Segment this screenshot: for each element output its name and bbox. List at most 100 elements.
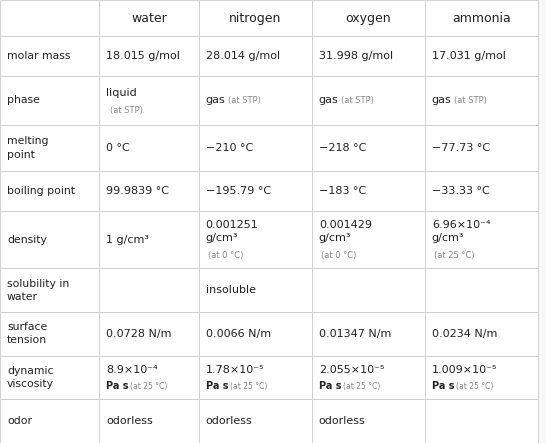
Bar [312,36,425,76]
Bar [425,356,538,399]
Text: (at 0 °C): (at 0 °C) [207,251,243,260]
Bar [0,0,99,36]
Text: Pa s: Pa s [206,381,228,391]
Text: −33.33 °C: −33.33 °C [432,186,490,196]
Text: boiling point: boiling point [7,186,75,196]
Text: (at 25 °C): (at 25 °C) [456,382,493,391]
Bar [99,76,199,124]
Text: 0.0728 N/m: 0.0728 N/m [106,329,172,339]
Bar [312,76,425,124]
Bar [425,268,538,312]
Text: 1 g/cm³: 1 g/cm³ [106,235,150,245]
Text: −77.73 °C: −77.73 °C [432,143,490,153]
Text: gas: gas [432,95,452,105]
Bar [0,268,99,312]
Text: oxygen: oxygen [346,12,391,25]
Bar [0,171,99,211]
Bar [199,0,312,36]
Text: gas: gas [319,95,339,105]
Text: 0 °C: 0 °C [106,143,130,153]
Bar [99,268,199,312]
Bar [425,76,538,124]
Bar [425,0,538,36]
Text: 1.78×10⁻⁵: 1.78×10⁻⁵ [206,365,264,375]
Text: 8.9×10⁻⁴: 8.9×10⁻⁴ [106,365,158,375]
Text: 28.014 g/mol: 28.014 g/mol [206,51,280,61]
Bar [312,268,425,312]
Text: 31.998 g/mol: 31.998 g/mol [319,51,393,61]
Bar [99,312,199,356]
Bar [312,211,425,268]
Text: density: density [7,235,47,245]
Bar [425,312,538,356]
Bar [199,268,312,312]
Bar [0,399,99,443]
Text: 0.001429: 0.001429 [319,220,372,229]
Bar [199,312,312,356]
Text: g/cm³: g/cm³ [319,233,351,243]
Text: Pa s: Pa s [319,381,341,391]
Text: (at 25 °C): (at 25 °C) [434,251,474,260]
Text: odor: odor [7,416,32,426]
Bar [312,171,425,211]
Text: −210 °C: −210 °C [206,143,253,153]
Text: (at 25 °C): (at 25 °C) [130,382,168,391]
Bar [0,76,99,124]
Text: (at STP): (at STP) [341,96,373,105]
Bar [425,211,538,268]
Text: molar mass: molar mass [7,51,70,61]
Text: water: water [131,12,167,25]
Text: surface
tension: surface tension [7,322,48,346]
Bar [99,356,199,399]
Bar [312,399,425,443]
Text: (at 25 °C): (at 25 °C) [230,382,267,391]
Bar [0,124,99,171]
Bar [199,124,312,171]
Text: 0.01347 N/m: 0.01347 N/m [319,329,391,339]
Bar [99,124,199,171]
Text: 17.031 g/mol: 17.031 g/mol [432,51,506,61]
Text: liquid: liquid [106,88,137,98]
Text: nitrogen: nitrogen [229,12,281,25]
Text: phase: phase [7,95,40,105]
Bar [199,399,312,443]
Bar [425,124,538,171]
Text: 0.0066 N/m: 0.0066 N/m [206,329,271,339]
Bar [199,171,312,211]
Text: odorless: odorless [206,416,252,426]
Bar [312,356,425,399]
Text: ammonia: ammonia [452,12,511,25]
Text: g/cm³: g/cm³ [206,233,238,243]
Text: 99.9839 °C: 99.9839 °C [106,186,169,196]
Text: −218 °C: −218 °C [319,143,366,153]
Bar [425,36,538,76]
Text: 6.96×10⁻⁴: 6.96×10⁻⁴ [432,220,490,229]
Bar [199,76,312,124]
Bar [312,0,425,36]
Bar [99,0,199,36]
Text: melting
point: melting point [7,136,49,159]
Bar [425,171,538,211]
Bar [199,211,312,268]
Text: dynamic
viscosity: dynamic viscosity [7,366,54,389]
Text: (at 0 °C): (at 0 °C) [321,251,356,260]
Text: gas: gas [206,95,225,105]
Text: odorless: odorless [319,416,365,426]
Text: −195.79 °C: −195.79 °C [206,186,271,196]
Text: (at STP): (at STP) [110,106,143,115]
Bar [99,399,199,443]
Text: 1.009×10⁻⁵: 1.009×10⁻⁵ [432,365,497,375]
Bar [0,312,99,356]
Text: (at STP): (at STP) [454,96,486,105]
Bar [99,36,199,76]
Text: 0.0234 N/m: 0.0234 N/m [432,329,497,339]
Text: (at 25 °C): (at 25 °C) [343,382,380,391]
Text: g/cm³: g/cm³ [432,233,464,243]
Bar [199,356,312,399]
Text: Pa s: Pa s [106,381,129,391]
Text: insoluble: insoluble [206,285,256,295]
Text: Pa s: Pa s [432,381,454,391]
Text: (at STP): (at STP) [228,96,260,105]
Text: −183 °C: −183 °C [319,186,366,196]
Bar [312,124,425,171]
